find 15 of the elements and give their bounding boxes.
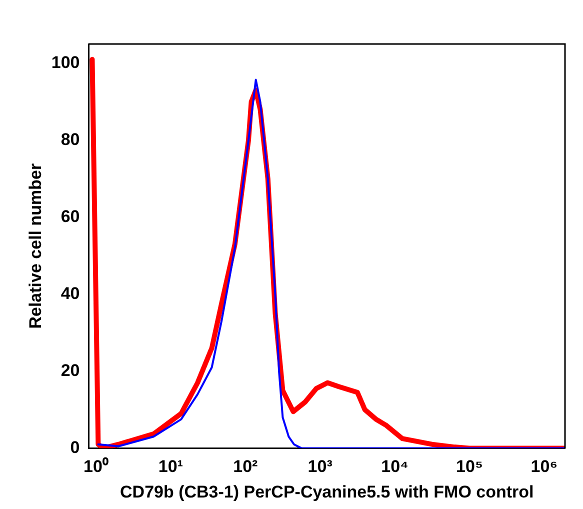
y-tick-label: 60 [60, 206, 80, 226]
y-tick-label: 40 [60, 284, 80, 303]
y-axis-title: Relative cell number [26, 163, 45, 329]
x-tick-label: 10³ [308, 457, 333, 476]
y-tick-label: 100 [51, 52, 80, 72]
x-tick-label: 10⁶ [530, 457, 558, 476]
y-tick-label: 0 [70, 438, 80, 457]
x-tick-label: 10² [233, 457, 258, 476]
y-tick-label: 80 [60, 130, 80, 149]
x-tick-label: 10⁰ [84, 457, 108, 476]
x-tick-label: 10⁴ [381, 457, 408, 476]
x-tick-label: 10¹ [158, 457, 184, 476]
x-tick-label: 10⁵ [456, 457, 483, 476]
x-axis-title: CD79b (CB3-1) PerCP-Cyanine5.5 with FMO control [120, 482, 534, 502]
y-tick-label: 20 [60, 360, 80, 380]
